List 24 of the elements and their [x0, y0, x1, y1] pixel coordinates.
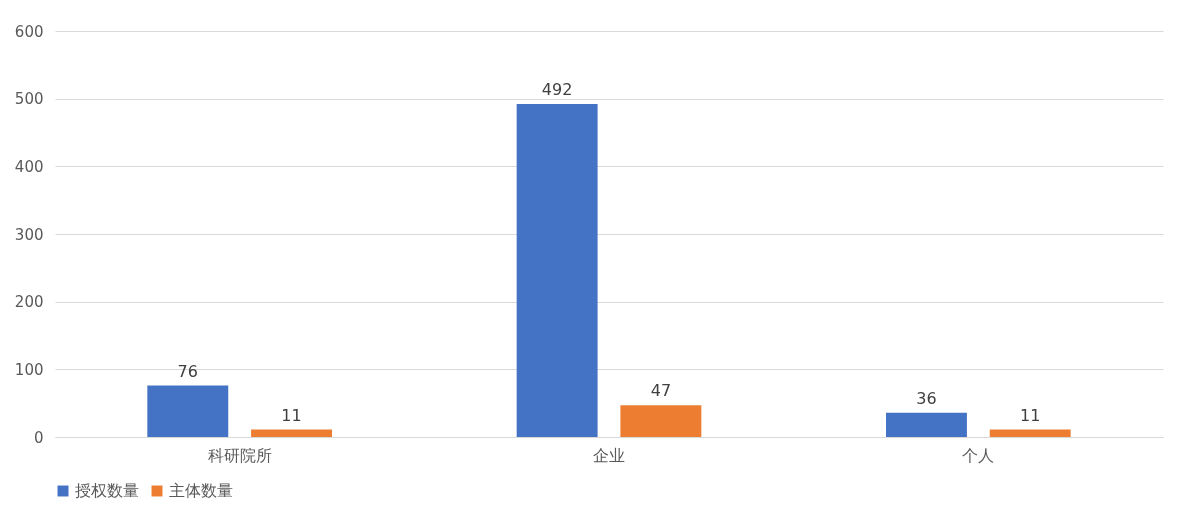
- y-tick-label: 400: [14, 157, 44, 176]
- data-label: 492: [541, 80, 573, 100]
- y-tick-label: 500: [14, 90, 44, 109]
- bar: [516, 104, 598, 437]
- bar: [989, 429, 1071, 437]
- bar: [886, 412, 967, 437]
- data-label: 47: [650, 381, 672, 401]
- legend-label: 主体数量: [169, 481, 233, 500]
- bar: [147, 385, 229, 437]
- bar: [251, 429, 332, 437]
- bar: [620, 405, 702, 437]
- data-label: 36: [916, 388, 937, 408]
- data-label: 11: [1020, 405, 1041, 425]
- data-label: 76: [177, 361, 198, 381]
- legend-label: 授权数量: [75, 481, 139, 500]
- x-tick-label: 个人: [962, 445, 995, 465]
- y-tick-label: 600: [14, 22, 44, 41]
- data-label: 11: [281, 405, 302, 425]
- y-tick-label: 0: [33, 428, 44, 447]
- y-tick-label: 200: [14, 293, 44, 312]
- x-tick-label: 科研院所: [207, 445, 272, 465]
- x-tick-label: 企业: [593, 445, 625, 465]
- y-tick-label: 300: [14, 225, 44, 244]
- y-tick-label: 100: [14, 360, 44, 379]
